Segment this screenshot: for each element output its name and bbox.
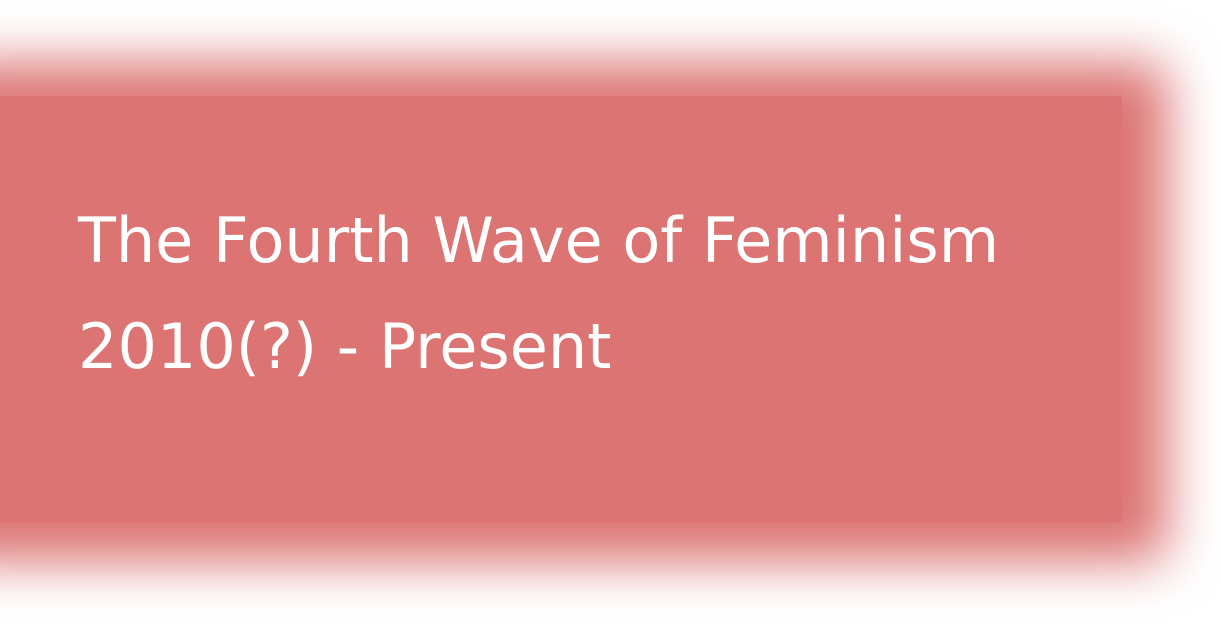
- banner-text: The Fourth Wave of Feminism 2010(?) - Pr…: [78, 188, 999, 400]
- title-banner: [0, 96, 1122, 522]
- banner-title: The Fourth Wave of Feminism: [78, 204, 1000, 277]
- banner-subtitle: 2010(?) - Present: [78, 310, 612, 383]
